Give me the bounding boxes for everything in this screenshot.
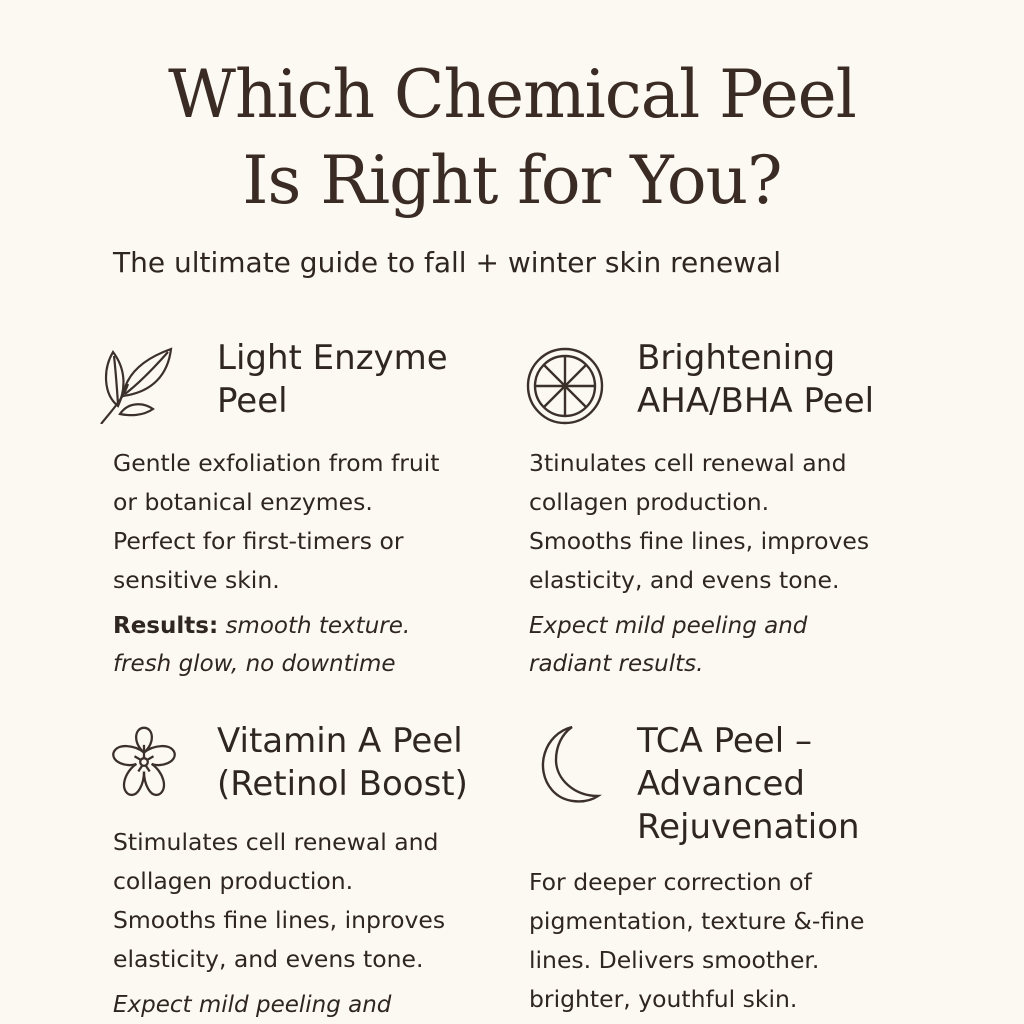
note-line: smooth texture. [225,613,411,639]
peel-note: Expect mild peeling and radiant results. [529,607,929,683]
description-line: lines. Delivers smoother. [529,946,820,974]
flower-icon [106,724,182,800]
note-line: Expect mild peeling and [529,613,808,639]
peel-heading: Brightening AHA/BHA Peel [637,337,874,423]
peel-results: Results: smooth texture. fresh glow, no … [113,607,513,683]
heading-line: TCA Peel – [637,721,812,761]
heading-line: Advanced [637,764,805,804]
heading-line: Light Enzyme [217,338,448,378]
heading-line: (Retinol Boost) [217,764,468,804]
heading-line: Vitamin A Peel [217,721,463,761]
description-line: Smooths fine lines, inproves [113,906,446,934]
peel-heading: TCA Peel – Advanced Rejuvenation [637,720,860,849]
citrus-slice-icon [525,346,605,426]
peel-description: For deeper correction of pigmentation, t… [529,863,929,1019]
heading-line: Peel [217,381,288,421]
peel-note: Expect mild peeling and [113,986,513,1024]
description-line: collagen production. [529,488,770,516]
description-line: For deeper correction of [529,868,812,896]
description-line: Stimulates cell renewal and [113,828,439,856]
note-line: Expect mild peeling and [113,992,392,1018]
description-line: collagen production. [113,867,354,895]
description-line: 3tinulates cell renewal and [529,449,847,477]
description-line: brighter, youthful skin. [529,985,798,1013]
description-line: elasticity, and evens tone. [529,566,840,594]
peel-heading: Vitamin A Peel (Retinol Boost) [217,720,468,806]
title-line: Is Right for You? [242,142,782,219]
results-label: Results: [113,613,219,639]
page-title: Which Chemical Peel Is Right for You? [0,52,1024,224]
description-line: Gentle exfoliation from fruit [113,449,440,477]
peel-heading: Light Enzyme Peel [217,337,448,423]
description-line: Smooths fine lines, improves [529,527,870,555]
description-line: pigmentation, texture &-fine [529,907,865,935]
subtitle: The ultimate guide to fall + winter skin… [113,246,782,279]
description-line: sensitive skin. [113,566,280,594]
description-line: or botanical enzymes. [113,488,373,516]
crescent-moon-icon [534,724,604,804]
heading-line: Brightening [637,338,836,378]
note-line: radiant results. [529,651,704,677]
description-line: Perfect for first-timers or [113,527,404,555]
peel-description: Stimulates cell renewal and collagen pro… [113,823,513,979]
peel-description: Gentle exfoliation from fruit or botanic… [113,444,513,600]
title-line: Which Chemical Peel [168,56,857,133]
description-line: elasticity, and evens tone. [113,945,424,973]
note-line: fresh glow, no downtime [113,651,396,677]
leaf-icon [98,344,178,425]
heading-line: Rejuvenation [637,807,860,847]
heading-line: AHA/BHA Peel [637,381,875,421]
peel-description: 3tinulates cell renewal and collagen pro… [529,444,929,600]
